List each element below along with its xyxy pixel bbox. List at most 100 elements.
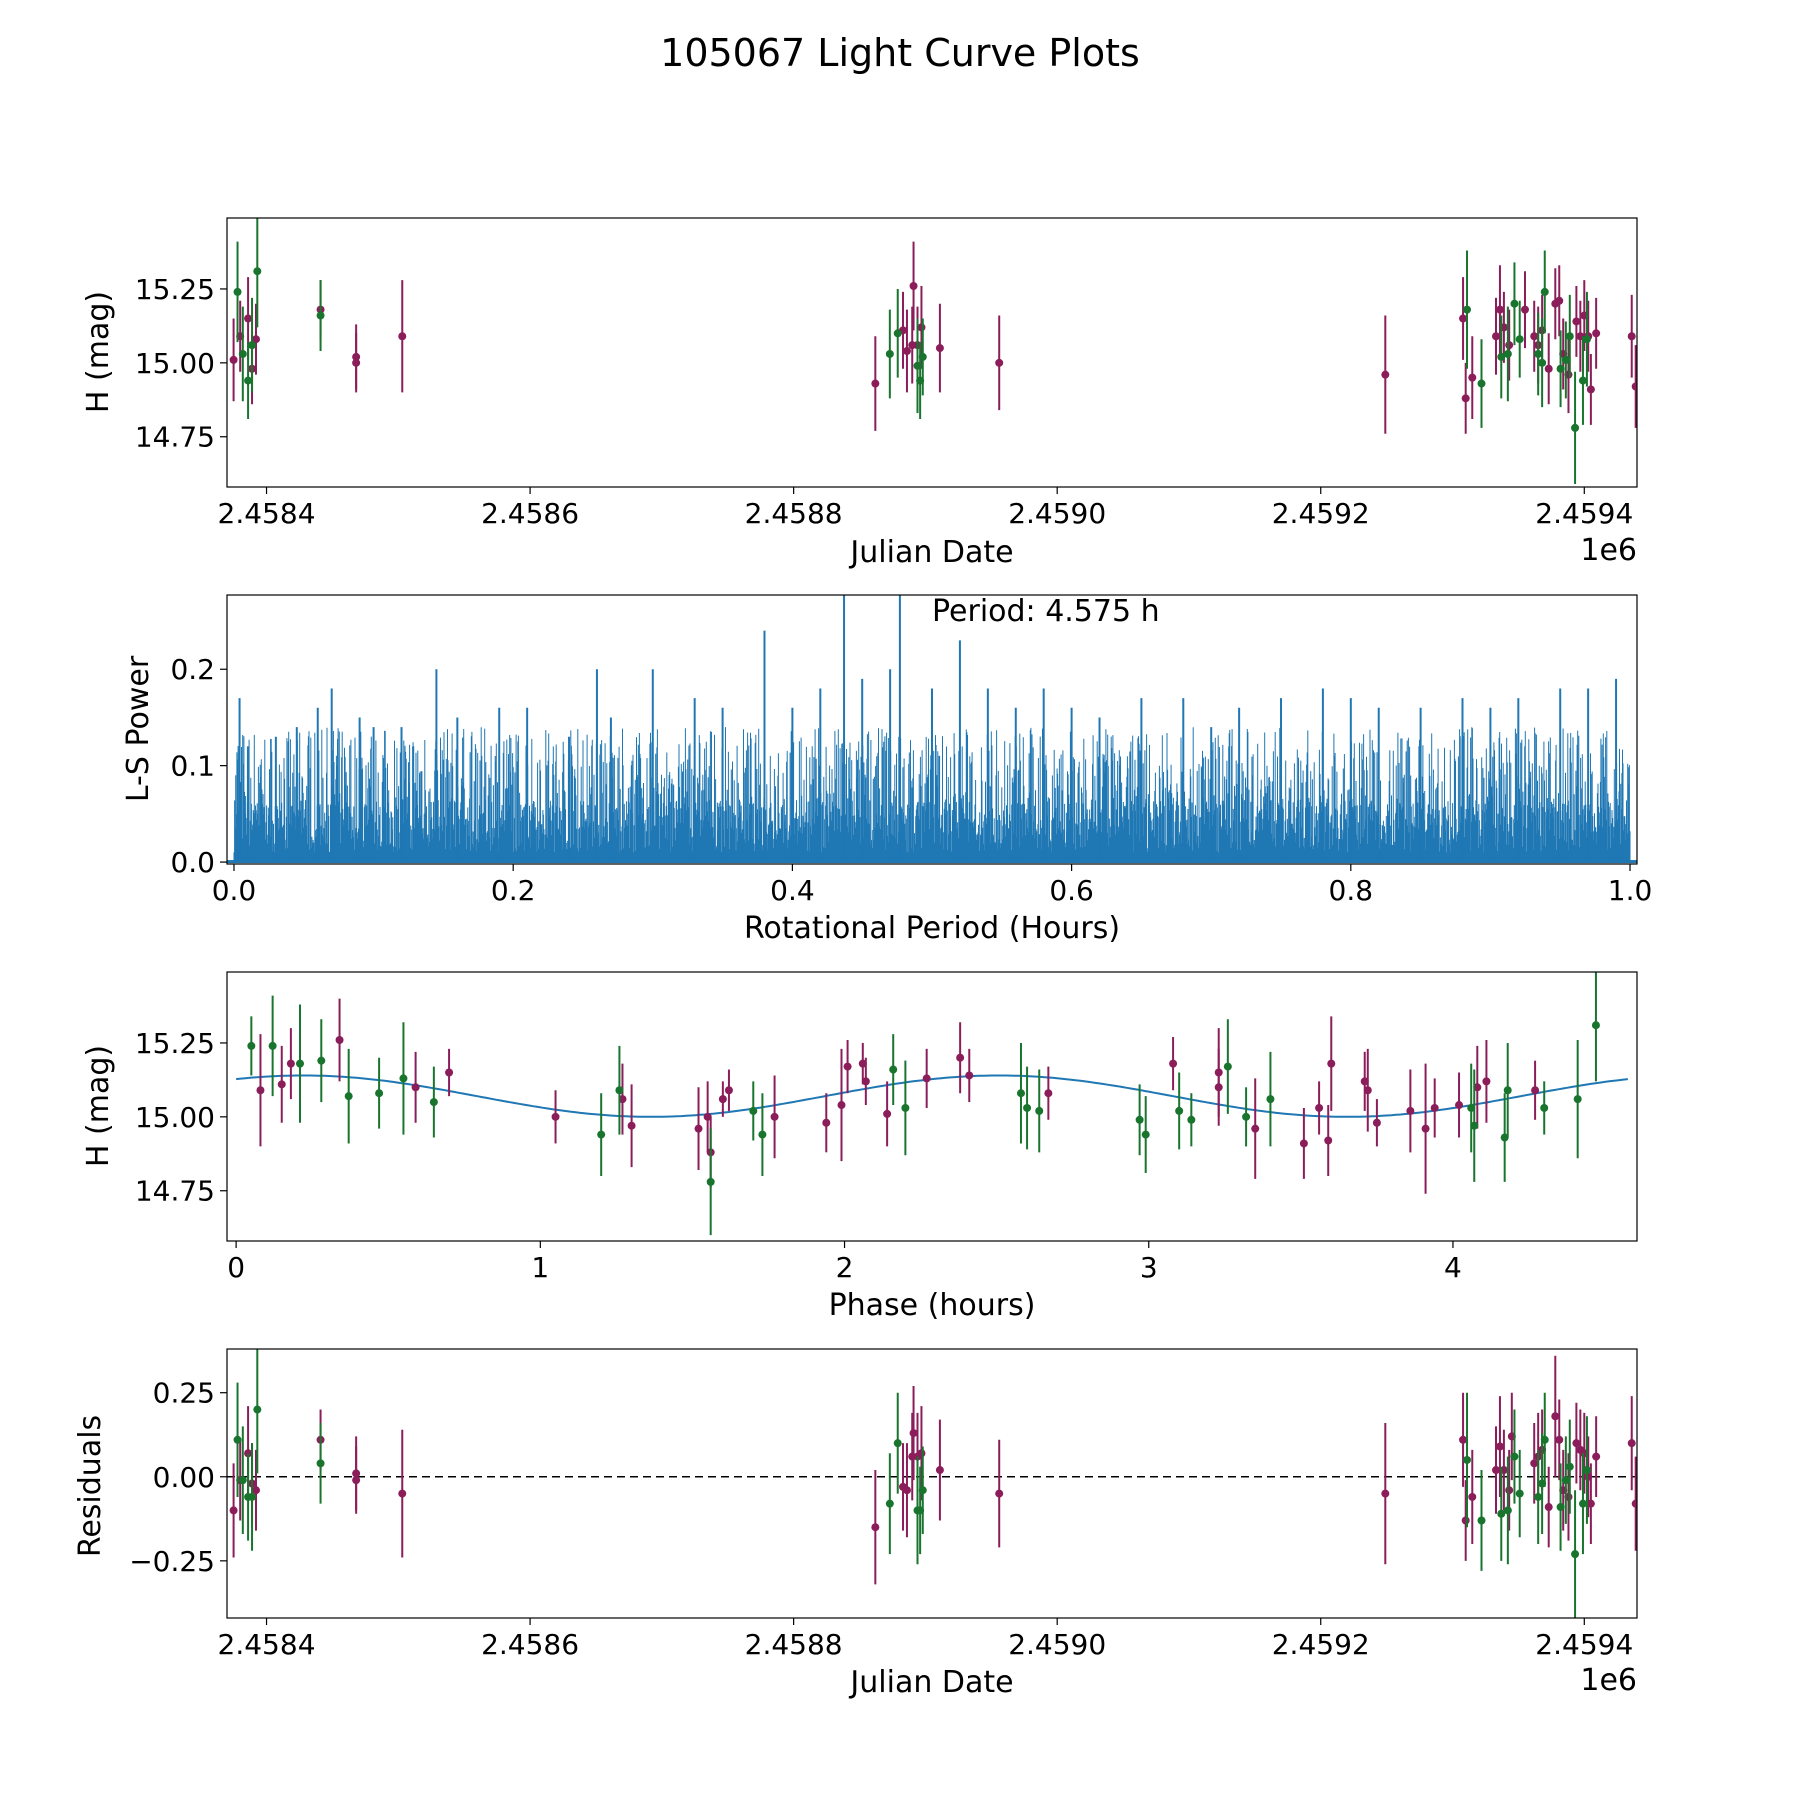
x-tick-label: 2.4590 (1008, 497, 1106, 530)
data-point-purple (352, 358, 361, 367)
data-point-purple (1495, 305, 1504, 314)
data-point-purple (1468, 373, 1477, 382)
data-point-green (1538, 358, 1547, 367)
data-point-green (1497, 1509, 1506, 1518)
data-point-green (1571, 423, 1580, 432)
data-point-purple (551, 1112, 560, 1121)
data-point-purple (1363, 1086, 1372, 1095)
data-point-green (889, 1065, 898, 1074)
data-point-purple (1169, 1059, 1178, 1068)
data-point-purple (822, 1118, 831, 1127)
data-point-purple (1531, 1086, 1540, 1095)
data-point-green (268, 1041, 277, 1050)
data-point-green (1035, 1106, 1044, 1115)
periodogram-panel: 0.0 0.2 0.4 0.6 0.8 1.0 0.0 0.1 0.2 Rotational P… (121, 594, 1652, 946)
data-point-purple (411, 1083, 420, 1092)
residuals-axes-frame (226, 1348, 1638, 1619)
lightcurve-xlabel: Julian Date (848, 535, 1013, 570)
data-point-purple (1586, 1499, 1595, 1508)
data-point-purple (251, 335, 260, 344)
data-point-green (1477, 379, 1486, 388)
data-point-green (1500, 1133, 1509, 1142)
data-point-green (1561, 1476, 1570, 1485)
data-point-purple (251, 1486, 260, 1495)
x-tick-label: 2.4588 (745, 497, 843, 530)
y-tick-label: −0.25 (129, 1545, 215, 1578)
data-point-purple (871, 1523, 880, 1532)
data-point-green (918, 352, 927, 361)
phased-panel: 0 1 2 3 4 14.75 15.00 15.25 Phase (hours) H (ma… (81, 971, 1638, 1323)
data-point-purple (1627, 332, 1636, 341)
data-point-purple (1327, 1059, 1336, 1068)
data-point-green (296, 1059, 305, 1068)
data-point-purple (703, 1112, 712, 1121)
data-point-purple (861, 1077, 870, 1086)
x-tick-label: 2.4584 (218, 1628, 316, 1661)
data-point-purple (229, 1506, 238, 1515)
residuals-ylabel: Residuals (73, 1415, 108, 1557)
x-tick-label: 2.4590 (1008, 1628, 1106, 1661)
data-point-purple (1468, 1492, 1477, 1501)
x-tick-label: 2 (836, 1251, 854, 1284)
y-tick-label: 15.00 (135, 347, 215, 380)
y-tick-label: 0.00 (153, 1461, 215, 1494)
data-point-purple (1455, 1101, 1464, 1110)
periodogram-ylabel: L-S Power (121, 655, 156, 802)
data-point-green (1556, 364, 1565, 373)
periodogram-xlabel: Rotational Period (Hours) (744, 911, 1120, 946)
data-point-purple (935, 344, 944, 353)
data-point-purple (922, 1074, 931, 1083)
x-tick-label: 0.4 (770, 874, 815, 907)
data-point-green (1175, 1106, 1184, 1115)
y-tick-label: 15.25 (135, 273, 215, 306)
ls-power-baseline (227, 860, 1637, 864)
data-point-purple (1406, 1106, 1415, 1115)
data-point-purple (1381, 1489, 1390, 1498)
data-point-green (429, 1098, 438, 1107)
data-point-purple (917, 1449, 926, 1458)
data-point-green (233, 287, 242, 296)
data-point-purple (286, 1059, 295, 1068)
data-point-purple (1530, 332, 1539, 341)
data-point-purple (1495, 1442, 1504, 1451)
data-point-green (344, 1092, 353, 1101)
data-point-purple (837, 1101, 846, 1110)
data-point-green (885, 349, 894, 358)
data-point-green (1578, 376, 1587, 385)
data-point-green (1582, 335, 1591, 344)
data-point-green (1016, 1089, 1025, 1098)
data-point-green (1534, 349, 1543, 358)
data-point-purple (883, 1109, 892, 1118)
data-point-purple (858, 1059, 867, 1068)
data-point-green (1556, 1503, 1565, 1512)
data-point-purple (1572, 317, 1581, 326)
data-point-purple (1505, 1486, 1514, 1495)
data-point-green (893, 1439, 902, 1448)
y-tick-label: 0.0 (170, 846, 215, 879)
data-point-purple (1544, 1503, 1553, 1512)
data-point-green (597, 1130, 606, 1139)
data-point-purple (1299, 1139, 1308, 1148)
data-point-purple (871, 379, 880, 388)
data-point-purple (445, 1068, 454, 1077)
data-point-green (1578, 1499, 1587, 1508)
data-point-purple (1492, 1466, 1500, 1475)
data-point-green (1242, 1112, 1251, 1121)
data-point-purple (398, 1489, 407, 1498)
fourier-fit-curve (235, 1074, 1629, 1118)
data-point-purple (1586, 385, 1595, 394)
data-point-green (1463, 305, 1472, 314)
data-point-green (238, 349, 247, 358)
lightcurve-panel: 2.4584 2.4586 2.4588 2.4590 2.4592 2.4594 14.7… (81, 217, 1638, 570)
x-tick-label: 2.4588 (745, 1628, 843, 1661)
data-point-purple (229, 355, 238, 364)
data-point-purple (1631, 382, 1637, 391)
data-point-purple (965, 1071, 974, 1080)
data-point-purple (277, 1080, 286, 1089)
data-point-purple (1631, 1499, 1637, 1508)
data-point-green (1187, 1115, 1196, 1124)
data-point-green (1503, 1506, 1512, 1515)
x-tick-label: 2.4586 (481, 1628, 579, 1661)
data-point-green (758, 1130, 767, 1139)
data-point-green (1135, 1115, 1144, 1124)
